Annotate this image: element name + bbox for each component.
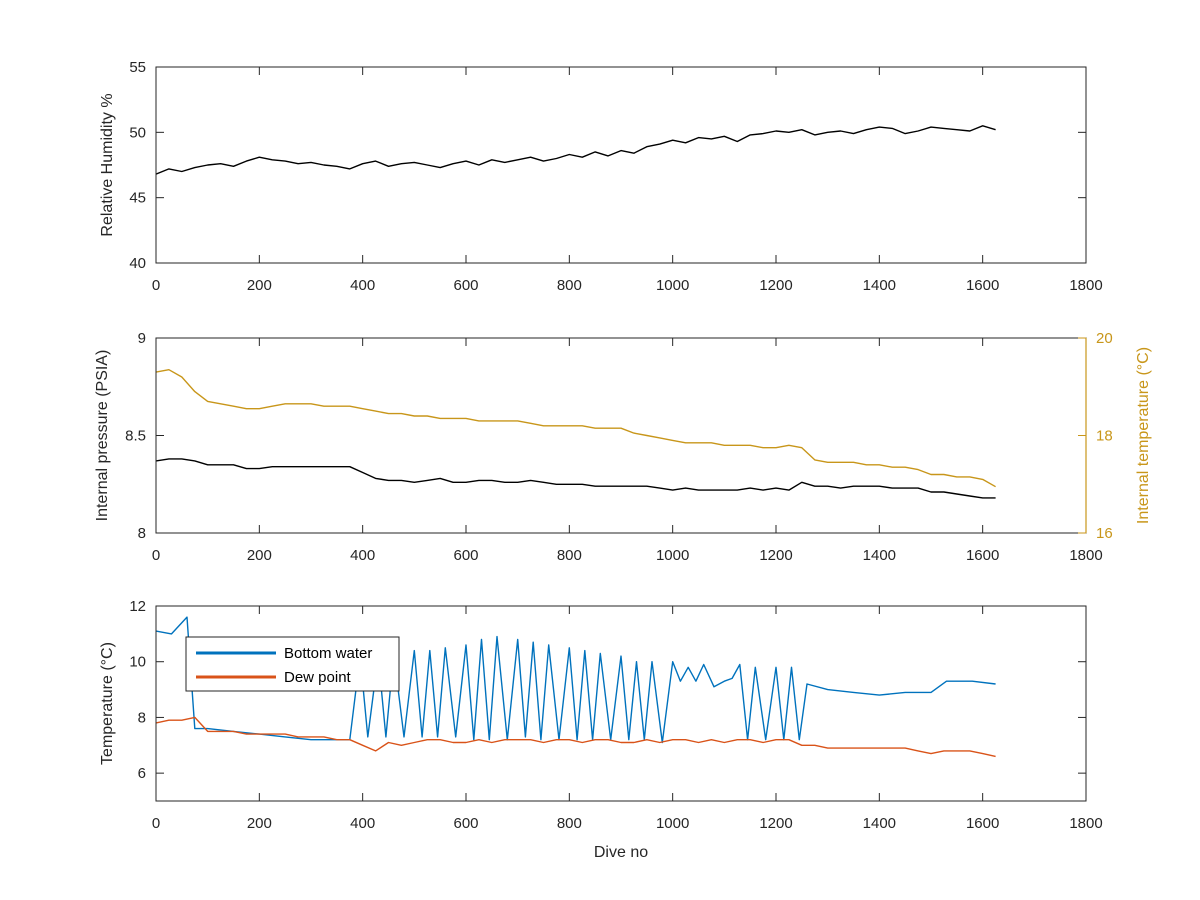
panel-1: 0 200 400 600 800 1000 1200 1400 1600 1800 40 45 50 5…: [99, 59, 1103, 294]
x-tick-label: 200: [247, 815, 272, 832]
x-tick-label: 1200: [759, 547, 792, 564]
y2-axis-label: Internal temperature (°C): [1135, 347, 1152, 524]
y-tick-label: 8: [138, 709, 146, 726]
y-tick-label: 8.5: [125, 428, 146, 445]
y-tick-label: 6: [138, 765, 146, 782]
x-tick-label: 200: [247, 547, 272, 564]
x-tick-label: 1000: [656, 547, 689, 564]
x-tick-label: 0: [152, 547, 160, 564]
x-tick-label: 400: [350, 277, 375, 294]
legend-label: Dew point: [284, 669, 352, 686]
panel-2: 0 200 400 600 800 1000 1200 1400 1600 1800 8 8.5 9 In…: [94, 330, 1152, 564]
series-line-right-axis: [156, 369, 996, 488]
y2-tick-label: 16: [1096, 525, 1113, 542]
x-tick-label: 600: [453, 547, 478, 564]
x-tick-label: 1400: [863, 277, 896, 294]
panel-3: 0 200 400 600 800 1000 1200 1400 1600 1800 6 8 10 12 T…: [99, 598, 1103, 861]
axes-frame: [155, 66, 1087, 264]
x-tick-label: 600: [453, 815, 478, 832]
x-tick-label: 0: [152, 815, 160, 832]
legend: Bottom water Dew point: [185, 636, 400, 692]
y-axis-label: Internal pressure (PSIA): [94, 350, 111, 522]
axes-frame: [155, 605, 1087, 802]
x-tick-label: 1400: [863, 815, 896, 832]
x-tick-label: 1200: [759, 815, 792, 832]
x-tick-label: 800: [557, 277, 582, 294]
y-tick-label: 40: [129, 255, 146, 272]
y-tick-label: 10: [129, 654, 146, 671]
x-tick-label: 1600: [966, 815, 999, 832]
x-tick-label: 1200: [759, 277, 792, 294]
y-tick-label: 12: [129, 598, 146, 615]
x-tick-label: 400: [350, 815, 375, 832]
legend-label: Bottom water: [284, 645, 372, 662]
x-tick-label: 200: [247, 277, 272, 294]
y-axis-label: Temperature (°C): [99, 642, 116, 765]
series-line-bottom-water: [156, 616, 996, 744]
x-tick-label: 800: [557, 547, 582, 564]
x-tick-label: 1400: [863, 547, 896, 564]
series-line-left-axis: [156, 125, 996, 175]
y-tick-label: 55: [129, 59, 146, 76]
y-tick-label: 8: [138, 525, 146, 542]
y2-tick-label: 20: [1096, 330, 1113, 347]
x-tick-label: 1000: [656, 277, 689, 294]
y-tick-label: 45: [129, 190, 146, 207]
x-tick-label: 1000: [656, 815, 689, 832]
y-axis-label: Relative Humidity %: [99, 93, 116, 236]
axes-frame: [155, 337, 1087, 534]
y-tick-label: 9: [138, 330, 146, 347]
x-tick-label: 1800: [1069, 547, 1102, 564]
series-line-left-axis: [156, 458, 996, 499]
x-tick-label: 1800: [1069, 815, 1102, 832]
x-tick-label: 600: [453, 277, 478, 294]
legend-box: [185, 636, 400, 692]
x-tick-label: 1600: [966, 277, 999, 294]
x-tick-label: 400: [350, 547, 375, 564]
x-tick-label: 1600: [966, 547, 999, 564]
x-axis-label: Dive no: [594, 844, 648, 861]
y-tick-label: 50: [129, 124, 146, 141]
series-line-dew-point: [156, 716, 996, 758]
x-tick-label: 800: [557, 815, 582, 832]
x-tick-label: 0: [152, 277, 160, 294]
y2-tick-label: 18: [1096, 428, 1113, 445]
x-tick-label: 1800: [1069, 277, 1102, 294]
